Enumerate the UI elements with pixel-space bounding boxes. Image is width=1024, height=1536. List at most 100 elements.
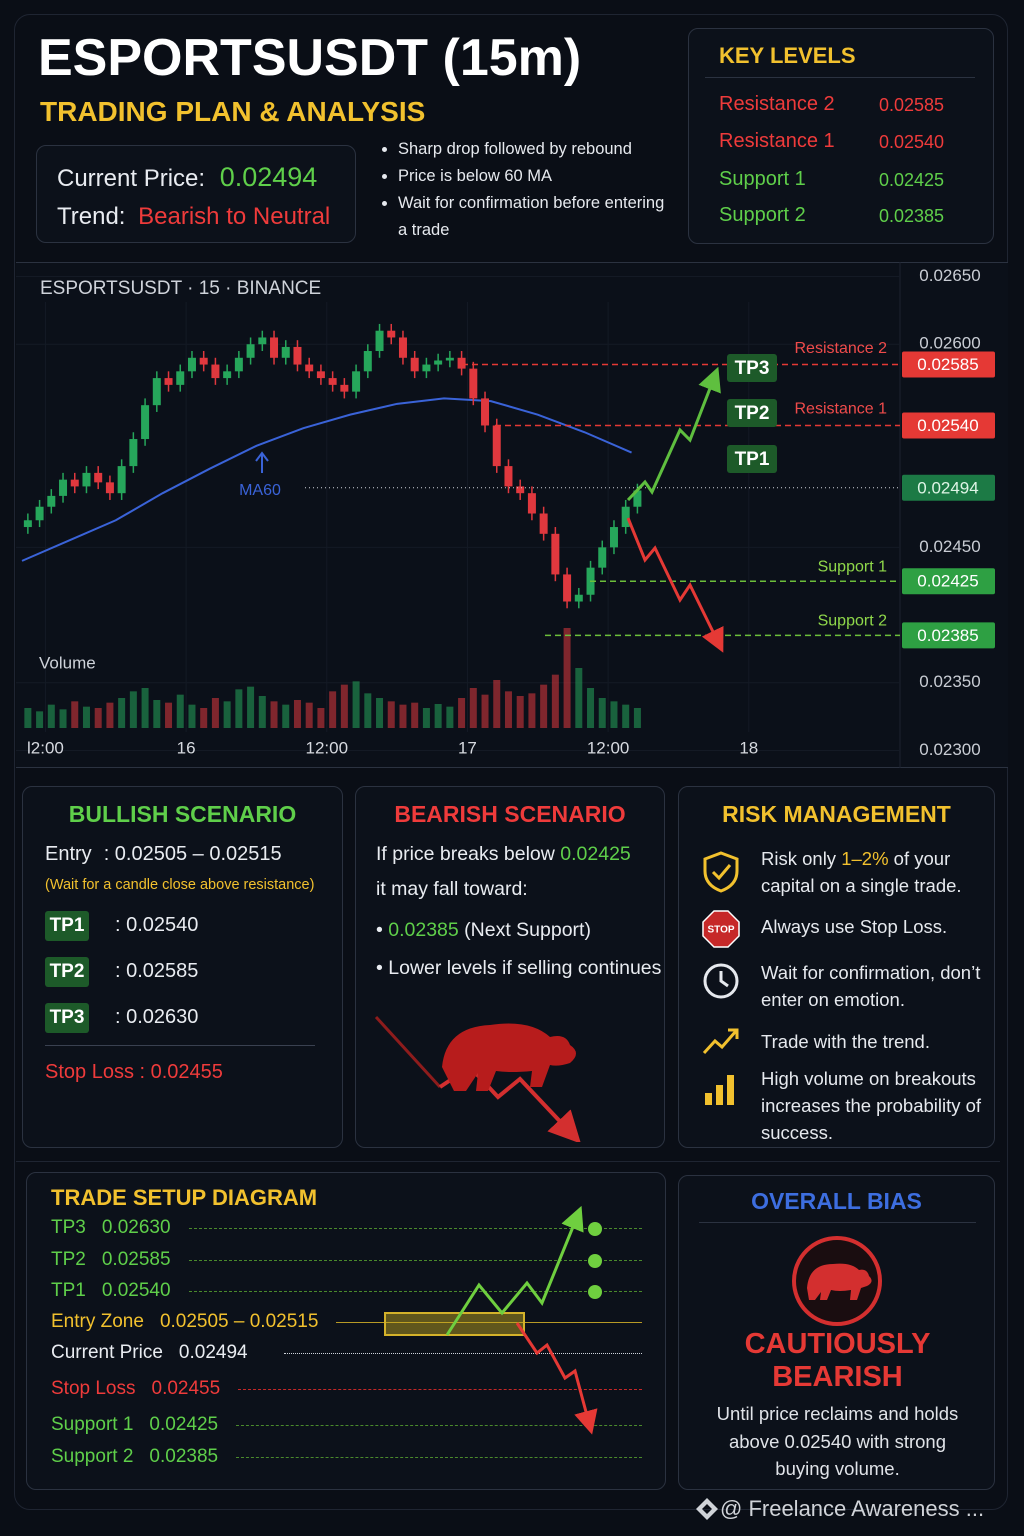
level-line (238, 1388, 642, 1390)
row-label: TP2 (51, 1249, 86, 1270)
bearish-panel: BEARISH SCENARIO If price breaks below 0… (355, 786, 665, 1148)
price-chart: ESPORTSUSDT · 15 · BINANCE 0.02650 0.0260… (16, 262, 1008, 768)
candle-body (328, 378, 337, 385)
level-value: 0.02540 (879, 132, 945, 152)
risk-item: Trade with the trend. (761, 1031, 930, 1052)
level-name: Resistance 2 (795, 340, 888, 357)
x-tick-label: 16 (177, 738, 196, 757)
candle-body (211, 364, 220, 379)
tp-row: TP2 : 0.02585 (45, 957, 198, 987)
bear-bullet: • 0.02385 (Next Support) (376, 919, 591, 941)
volume-bar (223, 701, 231, 728)
volume-bar (141, 688, 149, 728)
ma-label: MA60 (239, 482, 281, 499)
setup-row: Stop Loss 0.02455 (51, 1378, 642, 1400)
volume-bar (458, 698, 466, 728)
setup-row: TP2 0.02585 (51, 1249, 642, 1271)
bullet: Wait for confirmation before entering a … (398, 190, 668, 244)
candle-body (445, 357, 454, 361)
chart-title: ESPORTSUSDT · 15 · BINANCE (40, 278, 321, 299)
candle-body (176, 371, 185, 385)
highlight: 0.02425 (560, 843, 631, 865)
row-label: Support 1 (51, 1414, 134, 1435)
ma-arrow (255, 451, 269, 473)
subtitle: TRADING PLAN & ANALYSIS (40, 96, 426, 127)
risk-panel: RISK MANAGEMENT Risk only 1–2% of your c… (678, 786, 995, 1148)
candle-body (164, 378, 173, 385)
shield-icon (703, 851, 739, 893)
ma-line (21, 397, 632, 562)
x-tick-label: 17 (458, 738, 477, 757)
candle-body (574, 594, 583, 602)
text: If price breaks below (376, 843, 561, 865)
level-tag (902, 568, 995, 595)
candle-body (199, 357, 208, 365)
price-label: Current Price: (57, 165, 206, 192)
volume-bar (24, 708, 32, 728)
volume-bar (446, 706, 454, 728)
tp-value: : 0.02630 (115, 1006, 199, 1028)
volume-bar (59, 709, 67, 728)
price-row: Current Price: 0.02494 (57, 162, 317, 193)
candle-body (422, 364, 431, 372)
level-tag-text: 0.02585 (917, 355, 978, 374)
x-tick-label: 18 (739, 738, 758, 757)
divider (705, 77, 975, 78)
level-name: Resistance 2 (719, 93, 835, 115)
footer-icon (696, 1498, 718, 1520)
row-value: 0.02494 (178, 1342, 248, 1363)
tp-badge: TP2 (45, 957, 89, 987)
level-tag (902, 351, 995, 378)
candle-body (340, 384, 349, 392)
y-tick-label: 0.02650 (919, 266, 980, 285)
candle-body (223, 371, 232, 379)
level-tag-text: 0.02494 (917, 478, 978, 497)
candle-body (527, 493, 536, 514)
bear-arrow (515, 1322, 598, 1435)
bullish-panel: BULLISH SCENARIO Entry: 0.02505 – 0.0251… (22, 786, 343, 1148)
bear-line: If price breaks below 0.02425 (376, 843, 631, 866)
volume-bar (47, 704, 55, 728)
candle-body (387, 330, 396, 338)
candle-body (117, 466, 126, 494)
volume-bar (493, 680, 501, 728)
candle-body (469, 368, 478, 399)
setup-row: Support 1 0.02425 (51, 1414, 642, 1436)
x-tick-label: 12:00 (587, 738, 630, 757)
panel-title: BULLISH SCENARIO (68, 801, 297, 827)
tp-value: : 0.02585 (115, 960, 199, 982)
candle-body (410, 357, 419, 372)
volume-bar (376, 698, 384, 728)
price-value: 0.02494 (219, 162, 318, 192)
level-name: Support 2 (818, 613, 887, 630)
bull-projection (626, 366, 721, 502)
tp-badge: TP3 (45, 1003, 89, 1033)
row-value: 0.02505 – 0.02515 (159, 1311, 319, 1332)
row-label: Current Price (51, 1342, 163, 1363)
candle-body (305, 364, 314, 372)
candle-body (375, 330, 384, 352)
volume-bar (106, 702, 114, 728)
volume-bar (94, 708, 102, 728)
level-line (188, 1290, 642, 1292)
level-line (236, 1424, 642, 1426)
volume-bar (563, 628, 571, 728)
volume-bar (188, 704, 196, 728)
volume-label: Volume (39, 653, 96, 672)
row-label: Entry Zone (51, 1311, 144, 1332)
volume-bar (504, 691, 512, 728)
trend-icon (702, 1028, 739, 1055)
volume-bar (528, 693, 536, 728)
tp-badge: TP1 (45, 911, 89, 941)
row-value: 0.02630 (101, 1217, 171, 1238)
target-dot (588, 1254, 602, 1268)
panel-title: BEARISH SCENARIO (394, 801, 626, 827)
volume-bar (540, 684, 548, 728)
volume-bar (422, 708, 430, 728)
y-tick-label: 0.02300 (919, 740, 980, 759)
bear-line: it may fall toward: (376, 878, 528, 900)
candle-body (539, 513, 548, 534)
volume-bar (82, 706, 90, 728)
level-line (336, 1321, 642, 1323)
